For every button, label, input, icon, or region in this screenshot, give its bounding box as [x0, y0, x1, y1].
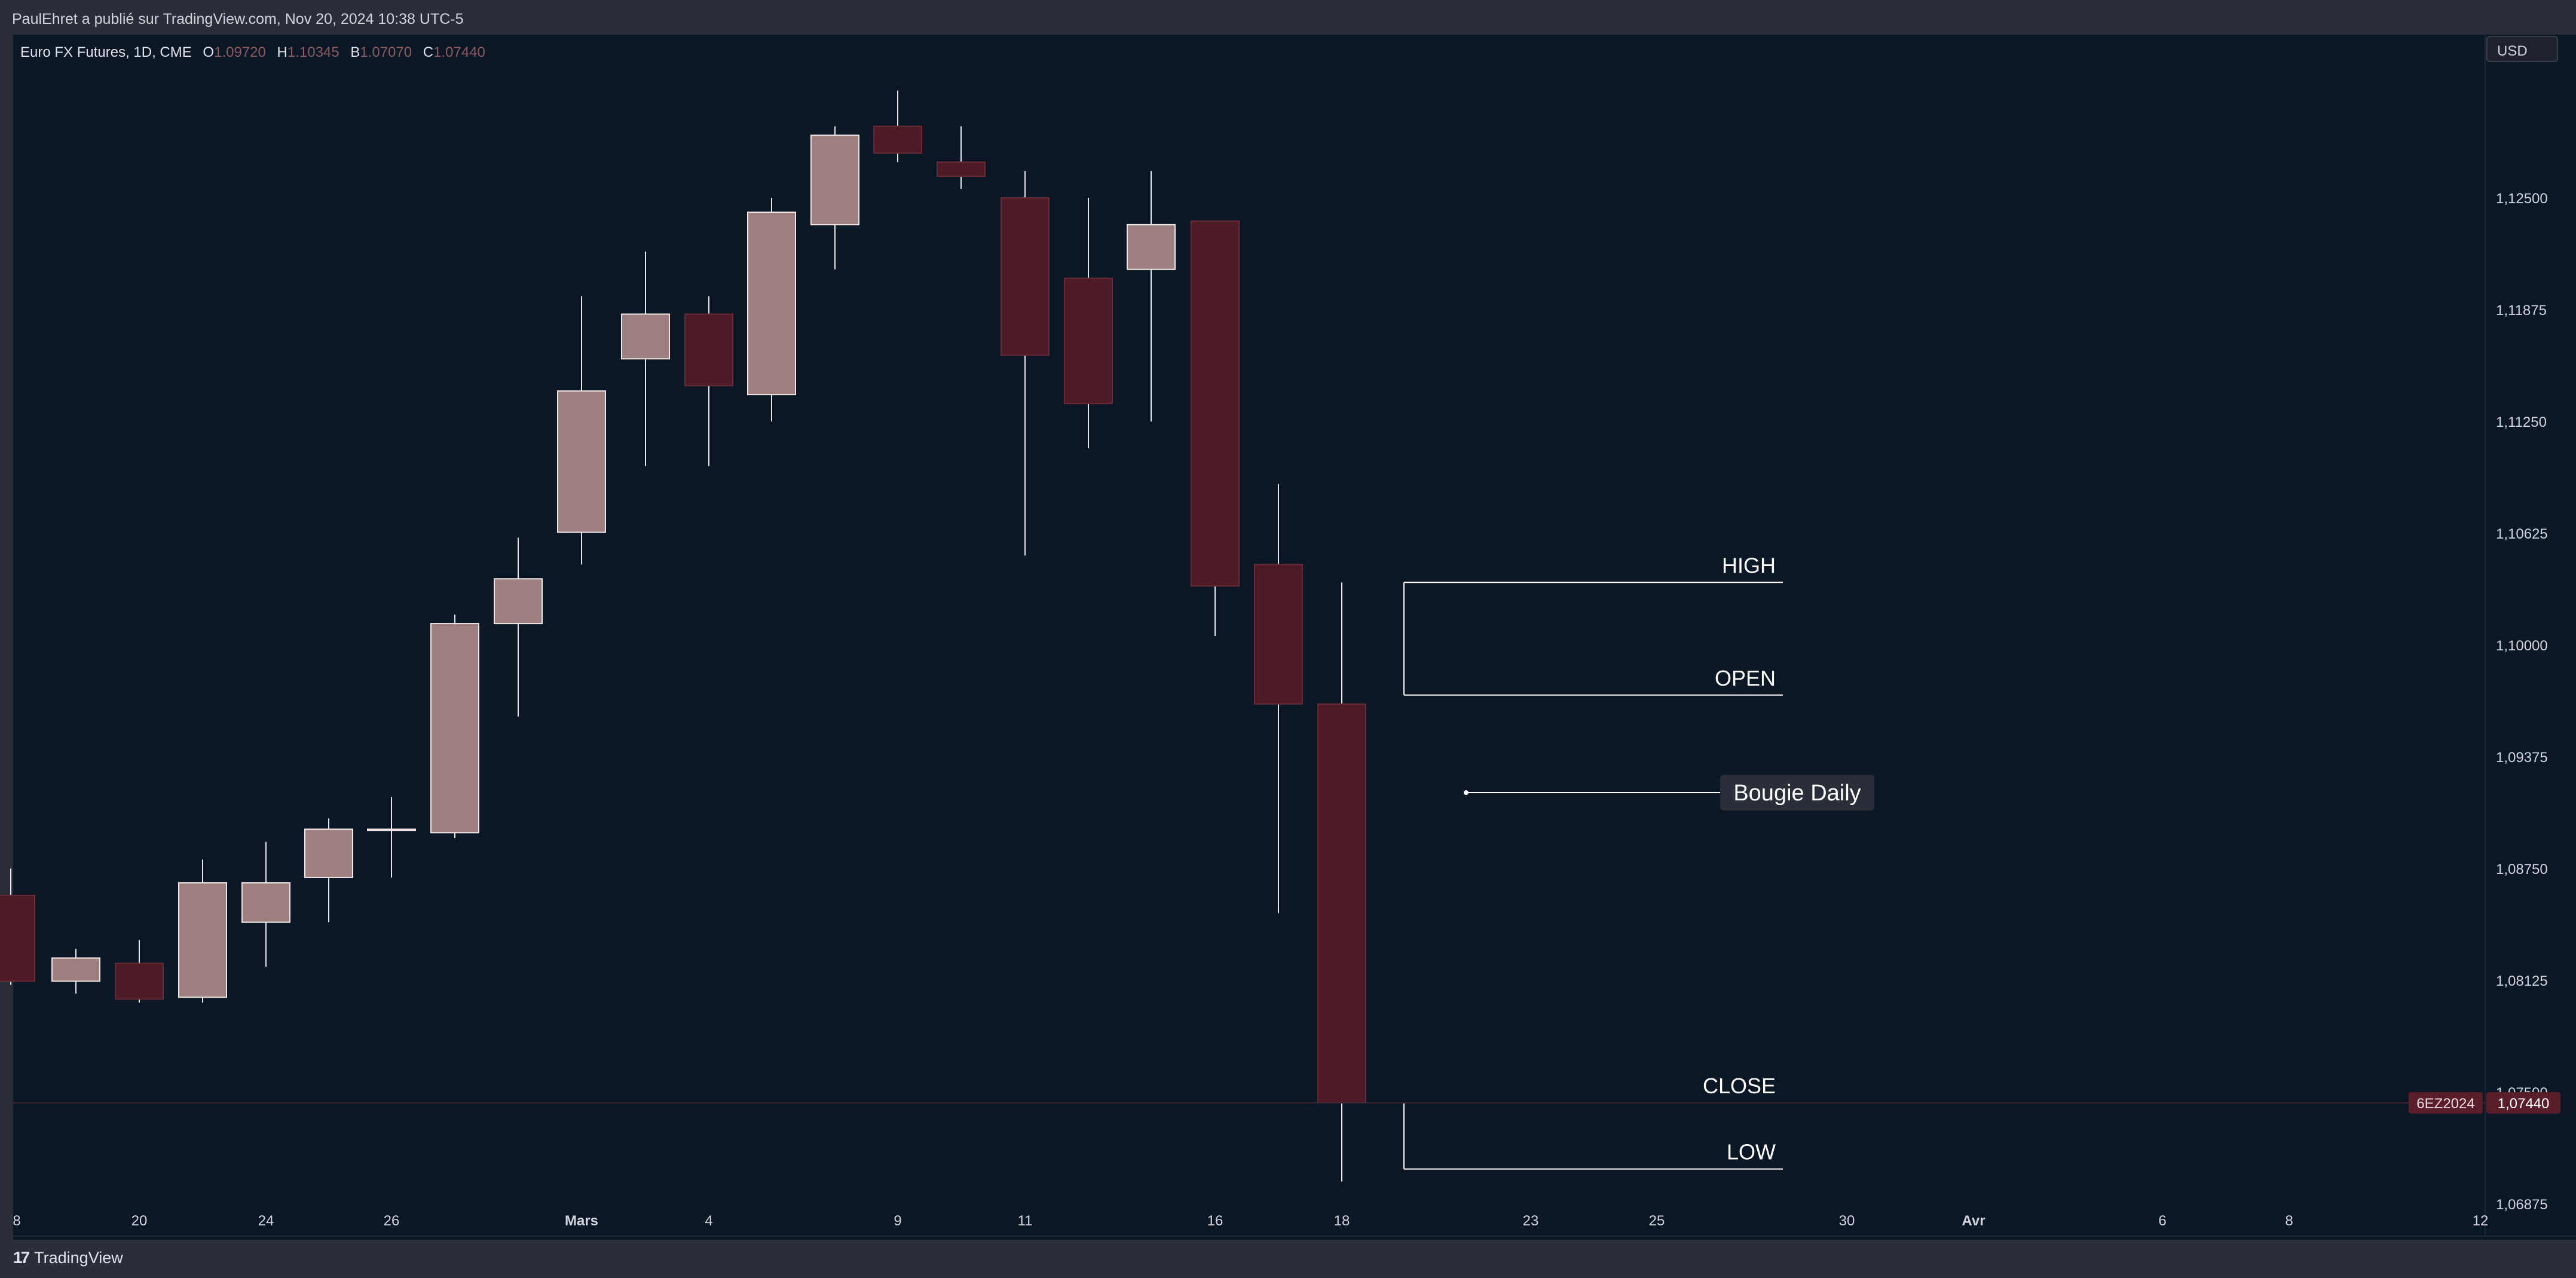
candle-body	[241, 882, 290, 923]
candle-body	[621, 313, 670, 360]
candle-body	[430, 623, 479, 834]
time-tick-label: 8	[13, 1213, 20, 1229]
legend-close-value: 1.07440	[433, 44, 485, 60]
time-tick-label: 25	[1649, 1213, 1665, 1229]
callout-box	[1720, 775, 1874, 811]
legend-open-value: 1.09720	[214, 44, 266, 60]
candle-body	[1127, 224, 1176, 270]
close-label: CLOSE	[1703, 1074, 1776, 1098]
time-tick-label: 30	[1839, 1213, 1855, 1229]
time-tick-label: 23	[1523, 1213, 1539, 1229]
legend-high-label: H	[277, 44, 287, 60]
candle-body	[178, 882, 227, 998]
candle-body	[1191, 220, 1240, 587]
legend-high-value: 1.10345	[287, 44, 339, 60]
price-tick-label: 1,12500	[2496, 191, 2548, 207]
price-axis-ticks: 1,12500 1,11875 1,11250 1,10625 1,10000 1,093…	[2496, 191, 2548, 1213]
low-label: LOW	[1727, 1140, 1776, 1164]
candle-body	[0, 894, 35, 982]
time-tick-label: 12	[2473, 1213, 2489, 1229]
candle-body	[747, 211, 796, 396]
price-tick-label: 1,09375	[2496, 750, 2548, 766]
chart-background	[13, 35, 2486, 1240]
time-tick-label: Avr	[1962, 1213, 1985, 1229]
time-tick-label: 11	[1018, 1213, 1033, 1229]
symbol-marker-label: 6EZ2024	[2416, 1096, 2474, 1112]
tradingview-logo-icon: 17	[13, 1248, 30, 1267]
candle-body	[1317, 703, 1366, 1103]
currency-button[interactable]: USD	[2486, 36, 2558, 62]
price-axis-background	[2486, 35, 2576, 1240]
last-price-marker-label: 1,07440	[2498, 1096, 2550, 1112]
symbol-marker-box	[2409, 1092, 2483, 1114]
tradingview-brand[interactable]: 17 TradingView	[13, 1248, 123, 1267]
time-tick-label: Mars	[565, 1213, 598, 1229]
publisher-bar: PaulEhret a publié sur TradingView.com, …	[0, 0, 2576, 35]
time-tick-label: 8	[2285, 1213, 2293, 1229]
candle-body	[1064, 277, 1113, 405]
candle-body	[1001, 197, 1050, 356]
legend-symbol: Euro FX Futures, 1D, CME	[20, 44, 192, 60]
candle-body	[494, 578, 543, 625]
high-label: HIGH	[1722, 553, 1776, 577]
candles	[0, 90, 1366, 1182]
price-tick-label: 1,10625	[2496, 526, 2548, 542]
legend-low-value: 1.07070	[360, 44, 412, 60]
annotations: HIGH OPEN CLOSE LOW Bougie Daily	[1403, 553, 1874, 1170]
candle-body	[873, 126, 922, 154]
legend-close-label: C	[423, 44, 434, 60]
candle-body	[51, 957, 100, 982]
price-tick-label: 1,08125	[2496, 973, 2548, 989]
candle-body	[810, 134, 859, 225]
time-axis-ticks: 8 20 24 26 Mars 4 9 11 16 18 23 25 30 Avr 6 8 12	[13, 1213, 2488, 1229]
legend-low-label: B	[350, 44, 360, 60]
time-tick-label: 26	[384, 1213, 400, 1229]
last-price-markers: 6EZ2024 1,07440	[13, 1092, 2560, 1114]
time-tick-label: 24	[258, 1213, 274, 1229]
candle-body	[304, 828, 353, 878]
time-tick-label: 9	[894, 1213, 901, 1229]
open-label: OPEN	[1715, 666, 1776, 690]
price-tick-label: 1,11875	[2496, 302, 2547, 319]
candle-body	[367, 828, 416, 831]
candle-body	[937, 161, 986, 178]
candle-body	[684, 313, 733, 387]
price-tick-label: 1,08750	[2496, 861, 2548, 878]
price-tick-label: 1,11250	[2496, 414, 2547, 430]
candle-body	[115, 962, 164, 1000]
publisher-text: PaulEhret a publié sur TradingView.com, …	[12, 11, 464, 27]
candle-body	[1254, 564, 1303, 705]
legend-open-label: O	[203, 44, 215, 60]
callout-label: Bougie Daily	[1733, 781, 1861, 806]
time-tick-label: 20	[131, 1213, 148, 1229]
time-tick-label: 6	[2158, 1213, 2166, 1229]
time-tick-label: 16	[1207, 1213, 1223, 1229]
candle-body	[557, 390, 606, 533]
time-tick-label: 18	[1334, 1213, 1350, 1229]
time-tick-label: 4	[705, 1213, 712, 1229]
price-tick-label: 1,06875	[2496, 1197, 2548, 1213]
candlestick-chart[interactable]: 1,12500 1,11875 1,11250 1,10625 1,10000 1,093…	[0, 0, 2576, 1240]
footer-bar	[0, 1240, 2576, 1278]
price-tick-label: 1,10000	[2496, 638, 2548, 654]
brand-name: TradingView	[34, 1248, 123, 1267]
last-price-marker-box	[2486, 1092, 2560, 1114]
symbol-legend: Euro FX Futures, 1D, CME O1.09720 H1.103…	[20, 44, 485, 61]
